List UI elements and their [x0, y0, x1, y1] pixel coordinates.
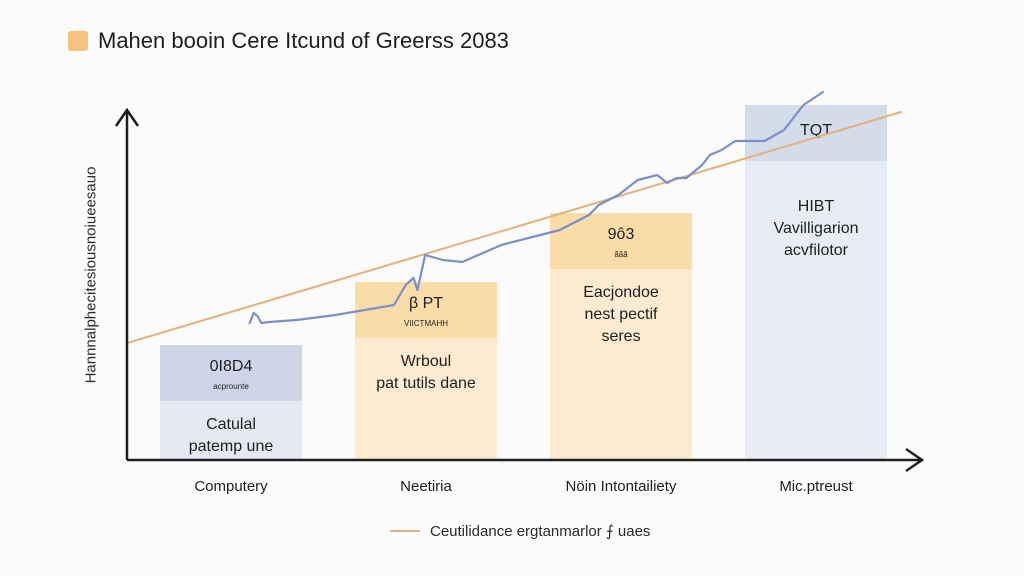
bar-body-label-3-2: acvfilotor	[784, 242, 849, 259]
x-tick-labels-layer: Computery Neetiria Nöin Intontailiety Mic.p…	[194, 478, 853, 495]
bar-body-label-3-0: HIBT	[798, 198, 835, 215]
x-tick-label-3: Mic.ptreust	[779, 478, 853, 495]
x-tick-label-2: Nöin Intontailiety	[566, 478, 677, 495]
x-tick-label-0: Computery	[194, 478, 268, 495]
bar-body-label-3-1: Vavilligarion	[773, 220, 858, 237]
trend-line	[126, 111, 902, 344]
bar-body-label-2-0: Eacjondoe	[583, 284, 659, 301]
bar-3	[745, 105, 887, 460]
bar-body-label-2-2: seres	[601, 328, 640, 345]
bar-header-label-1-1: VIICTMAHH	[404, 319, 448, 328]
bar-body-label-1-0: Wrboul	[401, 353, 451, 370]
title-swatch-icon	[68, 31, 88, 51]
bar-header-label-1-0: β PT	[409, 295, 443, 312]
legend: Ceutilidance ergtanmarlor ⨍ uaes	[390, 522, 650, 540]
bar-body-label-2-1: nest pectif	[585, 306, 658, 323]
legend-swatch-line-icon	[390, 530, 420, 532]
chart-title-text: Mahen booin Cere Itcund of Greerss 2083	[98, 28, 509, 53]
bar-labels-layer: 0I8D4 acprounte Catulal patemp une β PT VIICT…	[189, 122, 859, 455]
chart-title: Mahen booin Cere Itcund of Greerss 2083	[68, 28, 509, 54]
series-line-1	[248, 90, 825, 325]
bar-header-0	[160, 345, 302, 401]
bars-layer	[160, 105, 887, 460]
x-axis-arrow-icon	[905, 447, 925, 473]
bar-header-1	[355, 282, 497, 338]
bar-header-label-0-0: 0I8D4	[210, 358, 253, 375]
legend-label: Ceutilidance ergtanmarlor ⨍ uaes	[430, 523, 651, 540]
bar-body-label-0-1: patemp une	[189, 438, 274, 455]
x-tick-label-1: Neetiria	[400, 478, 452, 495]
bar-body-label-0-0: Catulal	[206, 416, 256, 433]
y-axis-arrow-icon	[114, 107, 140, 127]
lines-layer	[126, 90, 902, 344]
bar-header-label-2-0: 9ô3	[608, 226, 635, 243]
bar-header-label-0-1: acprounte	[213, 382, 249, 391]
bar-header-label-2-1: ããã	[614, 250, 628, 259]
bar-body-label-1-1: pat tutils dane	[376, 375, 476, 392]
axes-layer	[114, 107, 925, 473]
